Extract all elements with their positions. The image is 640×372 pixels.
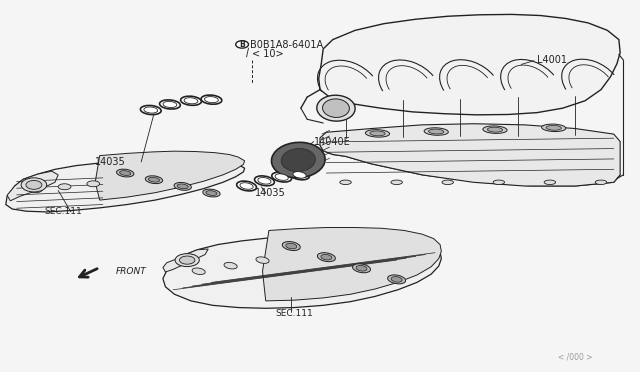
Ellipse shape — [206, 191, 217, 195]
Ellipse shape — [184, 98, 198, 104]
Ellipse shape — [290, 170, 310, 180]
Ellipse shape — [493, 180, 504, 185]
Polygon shape — [7, 171, 58, 201]
Polygon shape — [163, 249, 208, 272]
Text: < /000 >: < /000 > — [558, 353, 593, 362]
Ellipse shape — [120, 171, 131, 176]
Polygon shape — [320, 131, 620, 186]
Ellipse shape — [201, 95, 222, 104]
Ellipse shape — [286, 243, 297, 249]
Ellipse shape — [87, 181, 100, 187]
Text: SEC.111: SEC.111 — [44, 208, 82, 217]
Ellipse shape — [424, 128, 449, 135]
Ellipse shape — [391, 180, 403, 185]
Ellipse shape — [281, 148, 316, 171]
Text: B: B — [239, 40, 245, 49]
Ellipse shape — [237, 181, 257, 191]
Ellipse shape — [26, 180, 42, 189]
Ellipse shape — [595, 180, 607, 185]
Ellipse shape — [483, 126, 507, 134]
Ellipse shape — [192, 268, 205, 275]
Polygon shape — [262, 228, 442, 301]
Ellipse shape — [205, 97, 218, 103]
Ellipse shape — [148, 177, 159, 182]
Ellipse shape — [340, 180, 351, 185]
Ellipse shape — [282, 241, 300, 250]
Ellipse shape — [145, 176, 163, 184]
Ellipse shape — [255, 176, 275, 186]
Ellipse shape — [29, 187, 42, 193]
Text: 14035: 14035 — [255, 188, 285, 198]
Ellipse shape — [353, 264, 371, 273]
Ellipse shape — [544, 180, 556, 185]
Ellipse shape — [174, 182, 191, 190]
Ellipse shape — [317, 253, 335, 262]
Polygon shape — [319, 15, 620, 115]
Ellipse shape — [236, 41, 248, 48]
Ellipse shape — [58, 184, 71, 190]
Polygon shape — [163, 235, 442, 308]
Ellipse shape — [159, 100, 180, 109]
Ellipse shape — [365, 129, 390, 137]
Ellipse shape — [240, 183, 253, 189]
Ellipse shape — [179, 256, 195, 264]
Text: 14040E: 14040E — [314, 137, 350, 147]
Ellipse shape — [203, 189, 220, 197]
Ellipse shape — [224, 262, 237, 269]
Ellipse shape — [175, 254, 199, 267]
Ellipse shape — [272, 172, 292, 182]
Text: FRONT: FRONT — [116, 267, 147, 276]
Polygon shape — [320, 124, 620, 186]
Ellipse shape — [116, 169, 134, 177]
Ellipse shape — [180, 96, 202, 105]
Ellipse shape — [321, 254, 332, 260]
Ellipse shape — [21, 178, 47, 192]
Ellipse shape — [140, 105, 161, 115]
Text: 14035: 14035 — [95, 157, 125, 167]
Ellipse shape — [541, 124, 566, 132]
Ellipse shape — [144, 107, 157, 113]
Ellipse shape — [177, 184, 188, 189]
Ellipse shape — [391, 277, 402, 282]
Text: L4001: L4001 — [537, 55, 567, 65]
Ellipse shape — [487, 127, 502, 132]
Ellipse shape — [258, 177, 271, 184]
Text: < 10>: < 10> — [252, 49, 284, 60]
Ellipse shape — [317, 95, 355, 121]
Ellipse shape — [429, 129, 444, 134]
Ellipse shape — [256, 257, 269, 263]
Ellipse shape — [370, 131, 385, 136]
Ellipse shape — [546, 125, 561, 130]
Ellipse shape — [323, 99, 349, 118]
Polygon shape — [6, 158, 244, 212]
Ellipse shape — [271, 142, 325, 178]
Ellipse shape — [275, 174, 288, 180]
Text: B0B1A8-6401A: B0B1A8-6401A — [250, 40, 323, 50]
Ellipse shape — [388, 275, 406, 284]
Text: SEC.111: SEC.111 — [275, 310, 313, 318]
Ellipse shape — [356, 266, 367, 271]
Polygon shape — [95, 151, 244, 200]
Ellipse shape — [293, 171, 306, 178]
Ellipse shape — [442, 180, 454, 185]
Ellipse shape — [163, 102, 177, 108]
